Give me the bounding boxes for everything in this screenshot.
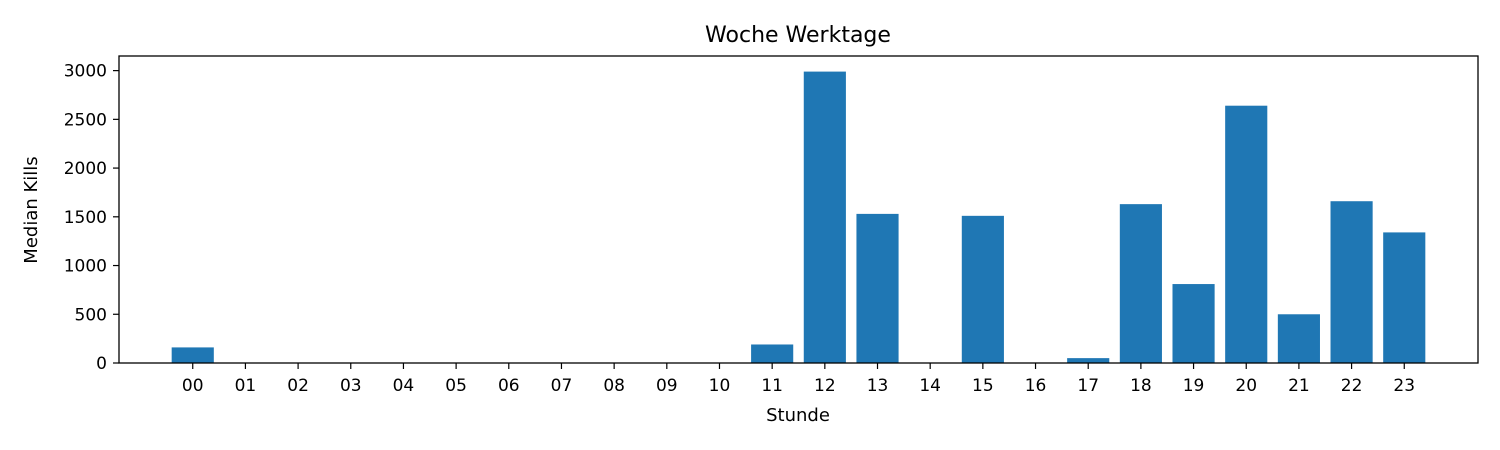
bar-17	[1067, 358, 1110, 363]
x-tick-label: 23	[1393, 376, 1415, 396]
x-tick-label: 03	[340, 376, 362, 396]
bar-00	[171, 347, 214, 363]
x-axis-label: Stunde	[766, 405, 830, 426]
x-tick-label: 09	[656, 376, 678, 396]
x-tick-label: 18	[1130, 376, 1152, 396]
x-tick-label: 22	[1341, 376, 1363, 396]
bar-23	[1383, 232, 1426, 363]
bar-12	[803, 71, 846, 363]
x-tick-label: 17	[1077, 376, 1099, 396]
x-tick-label: 02	[287, 376, 309, 396]
x-tick-label: 20	[1235, 376, 1257, 396]
x-tick-label: 01	[235, 376, 257, 396]
x-tick-label: 21	[1288, 376, 1310, 396]
chart-title: Woche Werktage	[705, 23, 891, 48]
x-tick-label: 19	[1183, 376, 1205, 396]
bar-11	[751, 344, 794, 363]
y-tick-label: 0	[96, 354, 107, 374]
x-tick-label: 16	[1025, 376, 1047, 396]
bar-13	[856, 213, 899, 363]
x-tick-label: 00	[182, 376, 204, 396]
bar-21	[1277, 314, 1320, 363]
bars-group	[171, 71, 1426, 363]
plot-frame	[118, 55, 1479, 364]
x-tick-label: 13	[867, 376, 889, 396]
x-tick-label: 06	[498, 376, 520, 396]
y-tick-label: 1500	[64, 208, 107, 228]
bar-18	[1119, 204, 1162, 363]
y-tick-label: 1000	[64, 257, 107, 277]
bar-20	[1225, 105, 1268, 363]
x-tick-label: 04	[393, 376, 415, 396]
bar-15	[961, 215, 1004, 363]
y-tick-label: 2500	[64, 110, 107, 130]
y-axis-label: Median Kills	[21, 156, 42, 263]
y-tick-label: 3000	[64, 62, 107, 82]
bar-22	[1330, 201, 1373, 363]
x-tick-label: 07	[551, 376, 573, 396]
bar-19	[1172, 284, 1215, 363]
x-tick-label: 10	[709, 376, 731, 396]
x-tick-label: 08	[603, 376, 625, 396]
y-tick-label: 500	[75, 305, 107, 325]
x-tick-label: 05	[445, 376, 467, 396]
x-tick-label: 11	[761, 376, 783, 396]
x-tick-label: 14	[919, 376, 941, 396]
y-tick-label: 2000	[64, 159, 107, 179]
y-axis: 0 500 1000 1500 2000 2500 3000	[64, 62, 119, 374]
x-tick-label: 12	[814, 376, 836, 396]
x-tick-label: 15	[972, 376, 994, 396]
x-axis: 00 01 02 03 04 05 06 07 08 09 10 11 12 13 14 15 16 17 18 19…	[182, 363, 1415, 396]
